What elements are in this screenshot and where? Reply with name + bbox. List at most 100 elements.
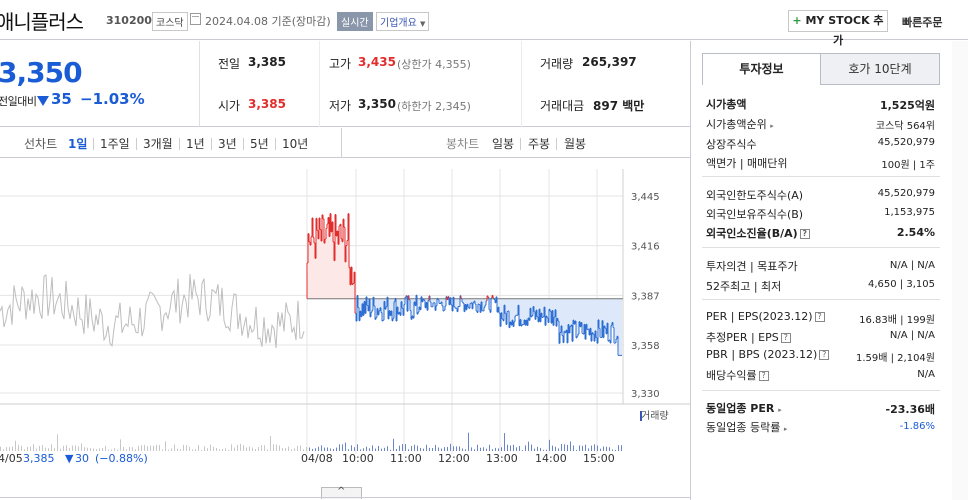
volume-bar xyxy=(156,444,157,451)
tab-divider xyxy=(275,138,276,150)
volume-bar xyxy=(300,445,301,451)
x-tick-label: 14:00 xyxy=(535,452,567,465)
trade-amount-value: 897 백만 xyxy=(593,99,645,113)
stock-header: 애니플러스 310200 코스닥 2024.04.08 기준(장마감) 실시간 … xyxy=(0,0,968,47)
shares-label: 상장주식수 xyxy=(706,138,757,151)
line-chart-label: 선차트 xyxy=(24,137,58,151)
prev-day-arrow-icon: ▼ xyxy=(65,452,74,465)
industry-per-label[interactable]: 동일업종 PER ▸ xyxy=(706,400,782,416)
volume-bar xyxy=(189,446,190,451)
volume-bar xyxy=(180,449,181,451)
volume-bar xyxy=(318,446,319,451)
volume-bar xyxy=(330,448,331,451)
trade-amount-label: 거래대금 xyxy=(540,99,585,113)
volume-bar xyxy=(336,447,337,451)
volume-bar xyxy=(390,449,391,451)
volume-bar xyxy=(402,444,403,451)
foreign-limit-value: 45,520,979 xyxy=(877,188,935,199)
volume-bar xyxy=(504,433,505,451)
volume-bar xyxy=(525,445,526,451)
opinion-label: 투자의견 | 목표주가 xyxy=(706,260,798,273)
company-overview-dropdown[interactable]: 기업개요 ▼ xyxy=(376,12,430,31)
volume-bar xyxy=(132,447,133,451)
price-chart[interactable]: 3,445 3,416 3,387 3,358 3,330 거래량 04/08 10:00… xyxy=(0,159,690,474)
tab-10year[interactable]: 10년 xyxy=(282,137,309,151)
volume-bar xyxy=(441,448,442,451)
volume-bar xyxy=(414,444,415,451)
volume-bar xyxy=(9,447,10,451)
help-icon[interactable]: ? xyxy=(758,371,769,381)
tab-3year[interactable]: 3년 xyxy=(218,137,237,151)
help-icon[interactable]: ? xyxy=(799,229,810,239)
volume-bar xyxy=(582,445,583,451)
industry-rate-label[interactable]: 동일업종 등락률 ▸ xyxy=(706,419,787,435)
volume-bar xyxy=(273,444,274,451)
tab-daily-candle[interactable]: 일봉 xyxy=(492,137,515,151)
volume-bar xyxy=(591,445,592,451)
volume-bar xyxy=(225,448,226,451)
volume-bar xyxy=(303,449,304,451)
volume-bar xyxy=(612,449,613,451)
volume-bar xyxy=(216,447,217,451)
help-icon[interactable]: ? xyxy=(814,312,825,322)
prev-day-line xyxy=(0,273,305,349)
volume-bar xyxy=(549,439,550,451)
tab-1week[interactable]: 1주일 xyxy=(100,137,130,151)
collapse-chart-button[interactable]: ^ xyxy=(321,486,362,499)
period-tab-bar: 선차트 1일 1주일 3개월 1년 3년 5년 10년 봉차트 일봉 주봉 월봉 xyxy=(0,128,690,158)
volume-bar xyxy=(60,448,61,451)
add-my-stock-button[interactable]: + MY STOCK 추가 xyxy=(788,10,888,47)
current-price: 3,350 xyxy=(0,56,83,89)
chevron-up-icon: ^ xyxy=(337,486,346,497)
plus-icon: + xyxy=(792,14,802,27)
volume-bars xyxy=(0,432,622,451)
tab-monthly-candle[interactable]: 월봉 xyxy=(564,137,587,151)
help-icon[interactable]: ? xyxy=(780,333,791,343)
cap-rank-label[interactable]: 시가총액순위 ▸ xyxy=(706,116,774,132)
volume-bar xyxy=(510,445,511,451)
market-cap-label: 시가총액 xyxy=(706,98,747,111)
volume-bar xyxy=(18,444,19,451)
per-label-text: PER | EPS(2023.12) xyxy=(706,310,813,323)
volume-bar xyxy=(480,447,481,451)
right-scrollbar[interactable] xyxy=(952,41,968,500)
tab-investment-info[interactable]: 투자정보 xyxy=(702,53,821,85)
volume-bar xyxy=(423,448,424,451)
tab-1year[interactable]: 1년 xyxy=(186,137,205,151)
volume-bar xyxy=(378,445,379,451)
cap-rank-label-text: 시가총액순위 xyxy=(706,118,767,131)
industry-rate-label-text: 동일업종 등락률 xyxy=(706,421,781,434)
volume-bar xyxy=(429,447,430,451)
volume-bar xyxy=(528,441,529,451)
y-tick-label: 3,330 xyxy=(631,389,660,400)
chevron-right-icon: ▸ xyxy=(783,425,788,433)
volume-bar xyxy=(114,448,115,451)
volume-legend-swatch xyxy=(640,411,642,421)
volume-bar xyxy=(51,444,52,451)
tab-weekly-candle[interactable]: 주봉 xyxy=(528,137,551,151)
help-icon[interactable]: ? xyxy=(819,350,830,360)
tab-1day[interactable]: 1일 xyxy=(68,137,88,151)
open-label: 시가 xyxy=(218,99,241,113)
volume-bar xyxy=(321,445,322,451)
volume-bar xyxy=(129,446,130,451)
volume-bar xyxy=(513,444,514,451)
volume-bar xyxy=(39,445,40,451)
quick-order-link[interactable]: 빠른주문 xyxy=(902,16,943,29)
tab-divider xyxy=(136,138,137,150)
volume-bar xyxy=(477,444,478,451)
volume-bar xyxy=(30,446,31,451)
foreign-hold-label: 외국인보유주식수(B) xyxy=(706,208,804,221)
volume-bar xyxy=(450,443,451,451)
tab-order-book[interactable]: 호가 10단계 xyxy=(820,53,940,85)
volume-bar xyxy=(462,448,463,451)
volume-bar xyxy=(576,449,577,451)
volume-bar xyxy=(135,449,136,451)
tab-3month[interactable]: 3개월 xyxy=(143,137,173,151)
volume-bar xyxy=(339,444,340,451)
volume-bar xyxy=(243,445,244,451)
realtime-button[interactable]: 실시간 xyxy=(337,12,373,31)
volume-bar xyxy=(465,449,466,451)
tab-5year[interactable]: 5년 xyxy=(250,137,269,151)
volume-bar xyxy=(207,448,208,451)
